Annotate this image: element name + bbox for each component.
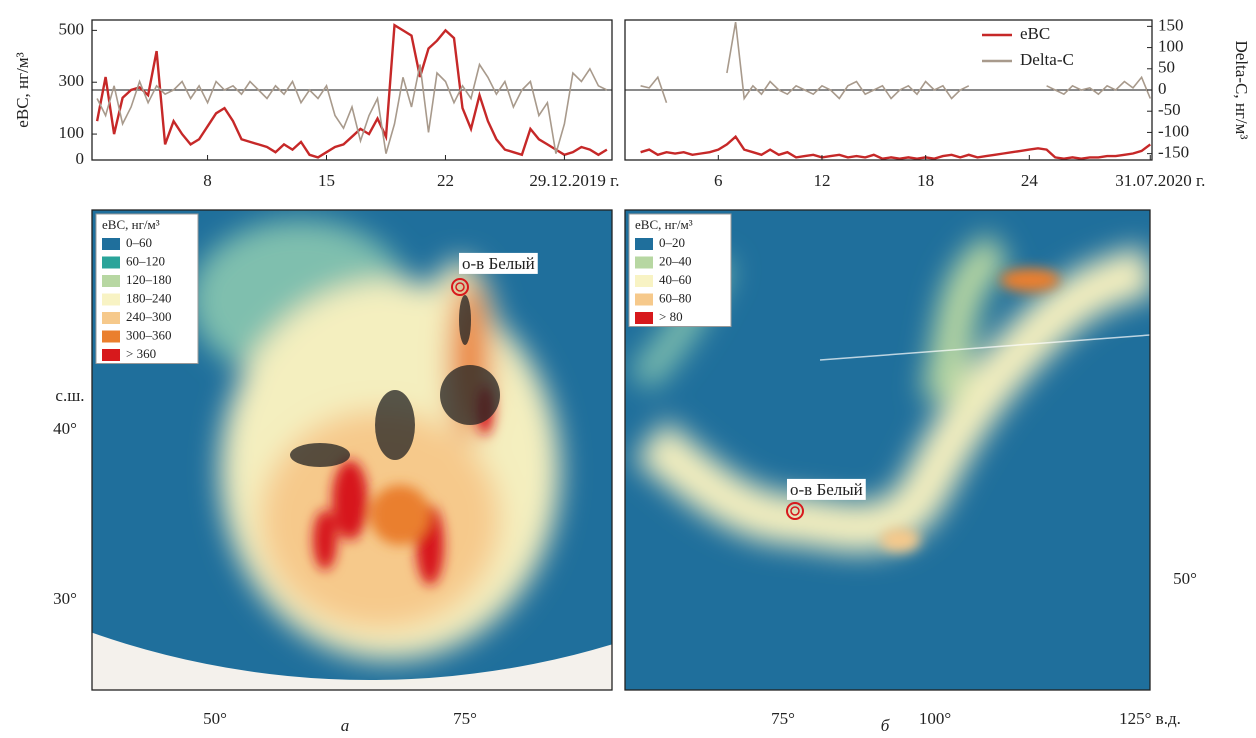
legend-swatch <box>102 331 120 343</box>
y2-axis-label: Delta-C, нг/м³ <box>1232 41 1251 140</box>
y2-tick-label: -50 <box>1158 100 1181 119</box>
legend-label: 40–60 <box>659 272 692 287</box>
legend-label: > 80 <box>659 309 683 324</box>
x-tick-label: 31.07.2020 г. <box>1115 171 1205 190</box>
y2-tick-label: -100 <box>1158 121 1189 140</box>
legend-swatch <box>635 257 653 269</box>
y-tick-label: 300 <box>59 71 85 90</box>
place-label: о-в Белый <box>790 480 863 499</box>
legend-label: eBC <box>1020 24 1050 43</box>
legend-swatch <box>102 275 120 287</box>
lat-label: с.ш. <box>55 386 84 405</box>
legend-swatch <box>102 257 120 269</box>
legend-label: 180–240 <box>126 290 172 305</box>
lon-label: 125° в.д. <box>1119 709 1181 728</box>
series-line <box>641 137 1151 159</box>
y-tick-label: 500 <box>59 19 85 38</box>
y-tick-label: 0 <box>76 149 85 168</box>
panel-label: б <box>881 716 890 735</box>
y2-tick-label: 100 <box>1158 36 1184 55</box>
lon-label: 75° <box>453 709 477 728</box>
x-tick-label: 6 <box>714 171 723 190</box>
y-axis-label: eBC, нг/м³ <box>13 52 32 127</box>
figure: 8152229.12.2019 г.0100300500eBC, нг/м³61… <box>0 0 1256 738</box>
legend-swatch <box>102 238 120 250</box>
series-line <box>641 22 1151 103</box>
legend-label: 60–80 <box>659 290 692 305</box>
legend-label: > 360 <box>126 346 156 361</box>
legend-label: 300–360 <box>126 327 172 342</box>
legend-label: 60–120 <box>126 253 165 268</box>
lon-label: 100° <box>919 709 951 728</box>
lon-label: 50° <box>203 709 227 728</box>
lon-label: 75° <box>771 709 795 728</box>
y2-tick-label: 0 <box>1158 79 1167 98</box>
legend-label: 120–180 <box>126 272 172 287</box>
y-tick-label: 100 <box>59 123 85 142</box>
y2-tick-label: -150 <box>1158 143 1189 162</box>
x-tick-label: 22 <box>437 171 454 190</box>
map-legend: eBC, нг/м³ 0–60 60–120 120–180 180–240 240–30… <box>96 214 198 364</box>
x-tick-label: 24 <box>1021 171 1039 190</box>
x-tick-label: 18 <box>917 171 934 190</box>
legend-swatch <box>102 312 120 324</box>
legend-title: eBC, нг/м³ <box>635 217 693 232</box>
legend-swatch <box>102 349 120 361</box>
x-tick-label: 15 <box>318 171 335 190</box>
y2-tick-label: 150 <box>1158 15 1184 34</box>
panel-label: а <box>341 716 350 735</box>
legend-swatch <box>102 294 120 306</box>
legend-label: 20–40 <box>659 253 692 268</box>
lat-label: 30° <box>53 589 77 608</box>
legend-label: 0–20 <box>659 235 685 250</box>
legend-title: eBC, нг/м³ <box>102 217 160 232</box>
legend-label: Delta-C <box>1020 50 1074 69</box>
legend-swatch <box>635 294 653 306</box>
x-tick-label: 12 <box>813 171 830 190</box>
map-legend: eBC, нг/м³ 0–20 20–40 40–60 60–80 > 80 <box>629 214 731 327</box>
legend-label: 240–300 <box>126 309 172 324</box>
series-line <box>97 25 607 157</box>
lat-label: 40° <box>53 419 77 438</box>
x-tick-label: 29.12.2019 г. <box>529 171 619 190</box>
legend-swatch <box>635 312 653 324</box>
legend-swatch <box>635 275 653 287</box>
legend-swatch <box>635 238 653 250</box>
x-tick-label: 8 <box>203 171 212 190</box>
series-line <box>97 65 607 154</box>
lat-label: 50° <box>1173 569 1197 588</box>
y2-tick-label: 50 <box>1158 58 1175 77</box>
legend-label: 0–60 <box>126 235 152 250</box>
place-label: о-в Белый <box>462 254 535 273</box>
